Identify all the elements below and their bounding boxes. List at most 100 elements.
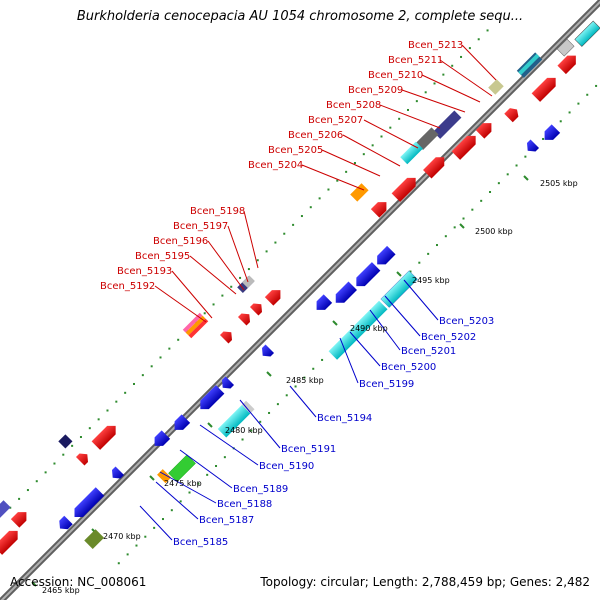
- gene-feature[interactable]: [218, 376, 235, 392]
- gene-feature[interactable]: [370, 198, 391, 218]
- gene-feature[interactable]: [556, 38, 575, 57]
- gene-label[interactable]: Bcen_5188: [217, 499, 272, 510]
- gene-feature[interactable]: [574, 20, 600, 47]
- gene-feature[interactable]: [75, 450, 92, 466]
- gene-feature[interactable]: [0, 500, 11, 523]
- scale-dot: [106, 409, 109, 412]
- gene-label[interactable]: Bcen_5187: [199, 515, 254, 526]
- gene-feature[interactable]: [350, 183, 369, 202]
- gene-label[interactable]: Bcen_5205: [268, 145, 323, 156]
- gene-feature[interactable]: [56, 515, 73, 533]
- scale-dot: [215, 465, 218, 468]
- gene-label[interactable]: Bcen_5197: [173, 221, 228, 232]
- gene-feature[interactable]: [531, 74, 560, 102]
- gene-feature[interactable]: [352, 262, 381, 290]
- gene-feature[interactable]: [196, 385, 225, 413]
- gene-label[interactable]: Bcen_5193: [117, 266, 172, 277]
- gene-label[interactable]: Bcen_5199: [359, 379, 414, 390]
- scale-dot: [486, 29, 489, 32]
- gene-label[interactable]: Bcen_5200: [381, 362, 436, 373]
- gene-label[interactable]: Bcen_5198: [190, 206, 245, 217]
- gene-label[interactable]: Bcen_5192: [100, 281, 155, 292]
- scale-dot: [97, 418, 100, 421]
- gene-feature[interactable]: [150, 430, 171, 450]
- gene-feature[interactable]: [391, 174, 420, 202]
- gene-label[interactable]: Bcen_5211: [388, 55, 443, 66]
- gene-feature[interactable]: [373, 245, 396, 269]
- gene-label[interactable]: Bcen_5196: [153, 236, 208, 247]
- gene-feature[interactable]: [170, 414, 191, 434]
- scale-dot: [568, 111, 571, 114]
- gene-feature[interactable]: [451, 132, 480, 160]
- scale-dot: [497, 182, 500, 185]
- gene-feature[interactable]: [380, 270, 418, 308]
- gene-feature[interactable]: [58, 434, 73, 449]
- gene-feature[interactable]: [415, 127, 439, 150]
- gene-feature[interactable]: [488, 79, 504, 95]
- gene-feature[interactable]: [423, 153, 448, 179]
- scale-dot: [451, 64, 454, 67]
- gene-feature[interactable]: [91, 422, 120, 450]
- gene-feature[interactable]: [258, 344, 275, 360]
- gene-feature[interactable]: [219, 328, 236, 344]
- gene-feature[interactable]: [0, 527, 22, 555]
- scale-dot: [79, 436, 82, 439]
- gene-feature[interactable]: [332, 281, 357, 307]
- scale-tick: [266, 371, 272, 377]
- gene-feature[interactable]: [540, 124, 561, 144]
- gene-label[interactable]: Bcen_5201: [401, 346, 456, 357]
- gene-feature[interactable]: [84, 529, 105, 550]
- scale-dot: [212, 303, 215, 306]
- scale-tick: [207, 422, 213, 428]
- scale-dot: [239, 276, 242, 279]
- gene-feature[interactable]: [518, 53, 540, 75]
- gene-feature[interactable]: [70, 487, 105, 521]
- gene-feature[interactable]: [217, 405, 251, 438]
- gene-label[interactable]: Bcen_5189: [233, 484, 288, 495]
- gene-label[interactable]: Bcen_5190: [259, 461, 314, 472]
- gene-feature[interactable]: [242, 275, 255, 289]
- gene-label[interactable]: Bcen_5208: [326, 100, 381, 111]
- gene-label[interactable]: Bcen_5209: [348, 85, 403, 96]
- gene-label[interactable]: Bcen_5191: [281, 444, 336, 455]
- scale-dot: [132, 382, 135, 385]
- gene-feature[interactable]: [504, 105, 521, 123]
- gene-label[interactable]: Bcen_5202: [421, 332, 476, 343]
- scale-dot: [415, 100, 418, 103]
- gene-feature[interactable]: [264, 286, 285, 306]
- scale-dot: [117, 562, 120, 565]
- gene-label[interactable]: Bcen_5207: [308, 115, 363, 126]
- gene-label[interactable]: Bcen_5195: [135, 251, 190, 262]
- gene-feature[interactable]: [108, 466, 125, 482]
- gene-label[interactable]: Bcen_5204: [248, 160, 303, 171]
- gene-feature[interactable]: [168, 454, 196, 483]
- gene-feature[interactable]: [237, 310, 254, 326]
- gene-label[interactable]: Bcen_5206: [288, 130, 343, 141]
- gene-label[interactable]: Bcen_5185: [173, 537, 228, 548]
- scale-dot: [515, 164, 518, 167]
- scale-dot: [468, 47, 471, 50]
- gene-feature[interactable]: [185, 315, 206, 336]
- gene-feature[interactable]: [475, 119, 496, 139]
- scale-dot: [389, 126, 392, 129]
- gene-feature[interactable]: [10, 508, 31, 528]
- gene-label[interactable]: Bcen_5194: [317, 413, 372, 424]
- gene-feature[interactable]: [182, 312, 203, 333]
- gene-feature[interactable]: [312, 294, 333, 314]
- gene-feature[interactable]: [523, 139, 540, 155]
- gene-feature[interactable]: [188, 318, 209, 339]
- gene-feature[interactable]: [350, 300, 388, 338]
- gene-feature[interactable]: [433, 110, 462, 139]
- scale-dot: [159, 356, 162, 359]
- scale-label: 2485 kbp: [286, 376, 324, 385]
- gene-label[interactable]: Bcen_5210: [368, 70, 423, 81]
- gene-features[interactable]: [0, 20, 600, 555]
- gene-feature[interactable]: [249, 300, 266, 316]
- gene-feature[interactable]: [241, 400, 255, 414]
- gene-feature[interactable]: [557, 51, 580, 75]
- gene-label[interactable]: Bcen_5213: [408, 40, 463, 51]
- gene-feature[interactable]: [328, 328, 360, 360]
- scale-label: 2470 kbp: [103, 532, 141, 541]
- gene-label[interactable]: Bcen_5203: [439, 316, 494, 327]
